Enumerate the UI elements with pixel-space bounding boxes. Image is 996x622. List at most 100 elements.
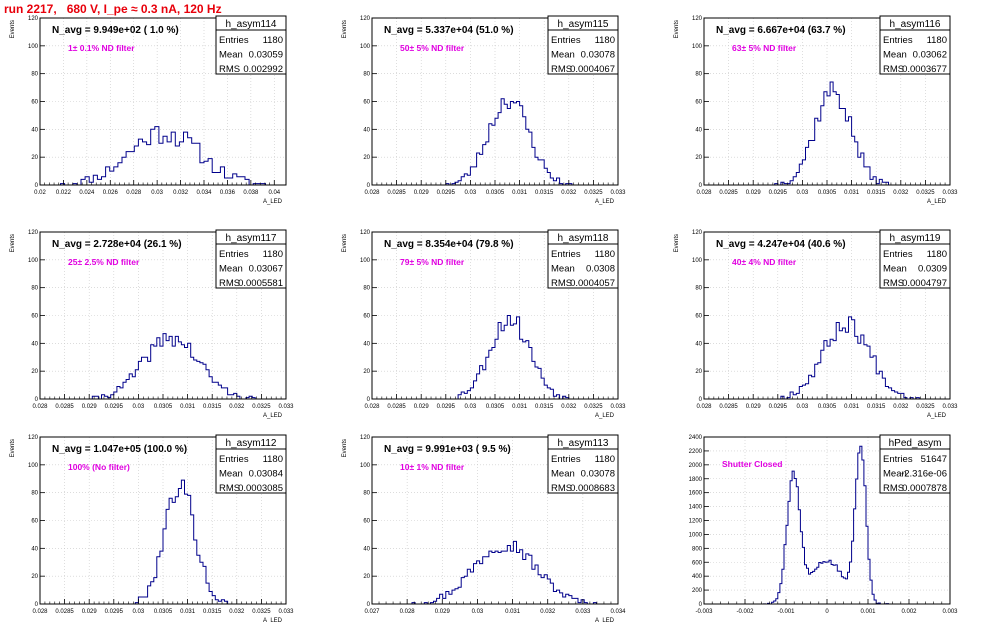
filter-label: 10± 1% ND filter <box>400 462 465 472</box>
y-tick-label: 40 <box>31 127 38 133</box>
stats-value: 0.03059 <box>249 50 283 61</box>
stats-title: h_asym112 <box>226 438 277 449</box>
stats-key: RMS <box>219 483 240 494</box>
x-tick-label: 0.036 <box>220 190 236 196</box>
histogram-pad: 0.028 0.0285 0.029 0.0295 0.03 0.0305 0.031 0.0… <box>10 229 294 419</box>
x-tick-label: 0.0295 <box>769 404 788 410</box>
x-tick-label: -0.003 <box>695 609 713 615</box>
y-tick-label: 40 <box>31 341 38 347</box>
y-tick-label: 80 <box>363 286 370 292</box>
histogram-pad: -0.003 -0.002 -0.001 0 0.001 0.002 0.003 0 200 40… <box>689 434 958 615</box>
y-axis-title: Events <box>10 234 16 252</box>
y-tick-label: 100 <box>360 44 371 50</box>
stats-value: 0.0309 <box>918 264 947 275</box>
x-tick-label: 0.031 <box>505 609 521 615</box>
x-tick-label: -0.002 <box>736 609 754 615</box>
y-tick-label: 0 <box>367 183 371 189</box>
stats-title: h_asym118 <box>558 233 609 244</box>
x-tick-label: 0.029 <box>746 190 762 196</box>
stats-key: RMS <box>551 483 572 494</box>
y-tick-label: 1200 <box>689 519 703 525</box>
x-tick-label: 0.032 <box>893 404 909 410</box>
y-tick-label: 600 <box>692 560 703 566</box>
y-tick-label: 20 <box>695 155 702 161</box>
y-tick-label: 1400 <box>689 505 703 511</box>
x-tick-label: 0.0295 <box>437 190 456 196</box>
stats-value: 0.0005581 <box>238 278 283 289</box>
x-tick-label: 0.0305 <box>154 404 173 410</box>
filter-label: 79± 5% ND filter <box>400 257 465 267</box>
y-tick-label: 0 <box>367 602 371 608</box>
histogram-pad: 0.027 0.028 0.029 0.03 0.031 0.032 0.033 0.034 0… <box>342 434 626 622</box>
stats-key: Entries <box>883 249 913 260</box>
x-tick-label: 0.028 <box>32 404 48 410</box>
stats-value: 0.0008683 <box>570 483 615 494</box>
stats-value: 0.0004067 <box>570 64 615 75</box>
x-tick-label: 0.002 <box>901 609 917 615</box>
histogram-pad: 0.028 0.0285 0.029 0.0295 0.03 0.0305 0.031 0.0… <box>342 15 626 205</box>
y-tick-label: 1600 <box>689 491 703 497</box>
x-tick-label: 0.0325 <box>584 190 603 196</box>
y-tick-label: 120 <box>692 16 703 22</box>
stats-key: Mean <box>551 50 575 61</box>
stats-value: 1180 <box>263 454 283 465</box>
x-tick-label: 0.0295 <box>105 609 124 615</box>
x-tick-label: 0.029 <box>746 404 762 410</box>
y-tick-label: 20 <box>363 155 370 161</box>
stats-box <box>215 434 287 494</box>
x-tick-label: 0.0315 <box>535 404 554 410</box>
stats-value: 0.0007878 <box>902 483 947 494</box>
x-tick-label: 0.03 <box>133 609 145 615</box>
x-tick-label: 0.0315 <box>203 404 222 410</box>
x-tick-label: 0.03 <box>465 404 477 410</box>
navg-label: N_avg = 4.247e+04 (40.6 %) <box>716 239 846 250</box>
filter-label: 50± 5% ND filter <box>400 43 465 53</box>
y-axis-title: Events <box>342 234 348 252</box>
stats-key: Entries <box>883 35 913 46</box>
stats-key: Mean <box>219 50 243 61</box>
filter-label: 1± 0.1% ND filter <box>68 43 135 53</box>
x-axis-title: A_LED <box>263 618 283 622</box>
filter-label: 40± 4% ND filter <box>732 257 797 267</box>
x-tick-label: 0.032 <box>561 404 577 410</box>
x-tick-label: 0.03 <box>133 404 145 410</box>
stats-key: Mean <box>219 264 243 275</box>
x-tick-label: 0.0305 <box>154 609 173 615</box>
stats-key: Mean <box>883 469 907 480</box>
navg-label: N_avg = 9.991e+03 ( 9.5 %) <box>384 444 511 455</box>
x-tick-label: 0.032 <box>229 609 245 615</box>
stats-box <box>879 434 951 494</box>
y-tick-label: 100 <box>360 463 371 469</box>
stats-title: h_asym115 <box>558 19 609 30</box>
x-tick-label: 0.026 <box>103 190 119 196</box>
y-tick-label: 80 <box>695 72 702 78</box>
y-tick-label: 120 <box>360 16 371 22</box>
y-tick-label: 1000 <box>689 532 703 538</box>
x-tick-label: 0.033 <box>278 404 294 410</box>
histogram-pad: 0.028 0.0285 0.029 0.0295 0.03 0.0305 0.031 0.0… <box>10 434 294 622</box>
stats-title: hPed_asym <box>889 438 942 449</box>
x-tick-label: 0.029 <box>82 404 98 410</box>
x-tick-label: 0.0285 <box>719 404 738 410</box>
x-tick-label: 0.0285 <box>719 190 738 196</box>
filter-label: 63± 5% ND filter <box>732 43 797 53</box>
stats-box <box>547 15 619 75</box>
run-title: run 2217, 680 V, I_pe ≈ 0.3 nA, 120 Hz <box>4 2 222 16</box>
stats-title: h_asym114 <box>226 19 277 30</box>
x-tick-label: 0.0325 <box>584 404 603 410</box>
x-tick-label: 0.033 <box>610 190 626 196</box>
x-tick-label: 0.0325 <box>252 404 271 410</box>
x-tick-label: 0.031 <box>844 404 860 410</box>
histogram-pad: 0.028 0.0285 0.029 0.0295 0.03 0.0305 0.031 0.0… <box>674 229 958 419</box>
y-tick-label: 80 <box>363 72 370 78</box>
y-tick-label: 40 <box>695 127 702 133</box>
x-tick-label: 0.029 <box>414 404 430 410</box>
x-tick-label: 0.03 <box>797 404 809 410</box>
x-tick-label: 0.0285 <box>387 190 406 196</box>
stats-value: 1180 <box>595 454 615 465</box>
x-axis-title: A_LED <box>263 413 283 419</box>
stats-value: 1180 <box>595 249 615 260</box>
x-tick-label: 0.03 <box>465 190 477 196</box>
y-tick-label: 100 <box>692 44 703 50</box>
